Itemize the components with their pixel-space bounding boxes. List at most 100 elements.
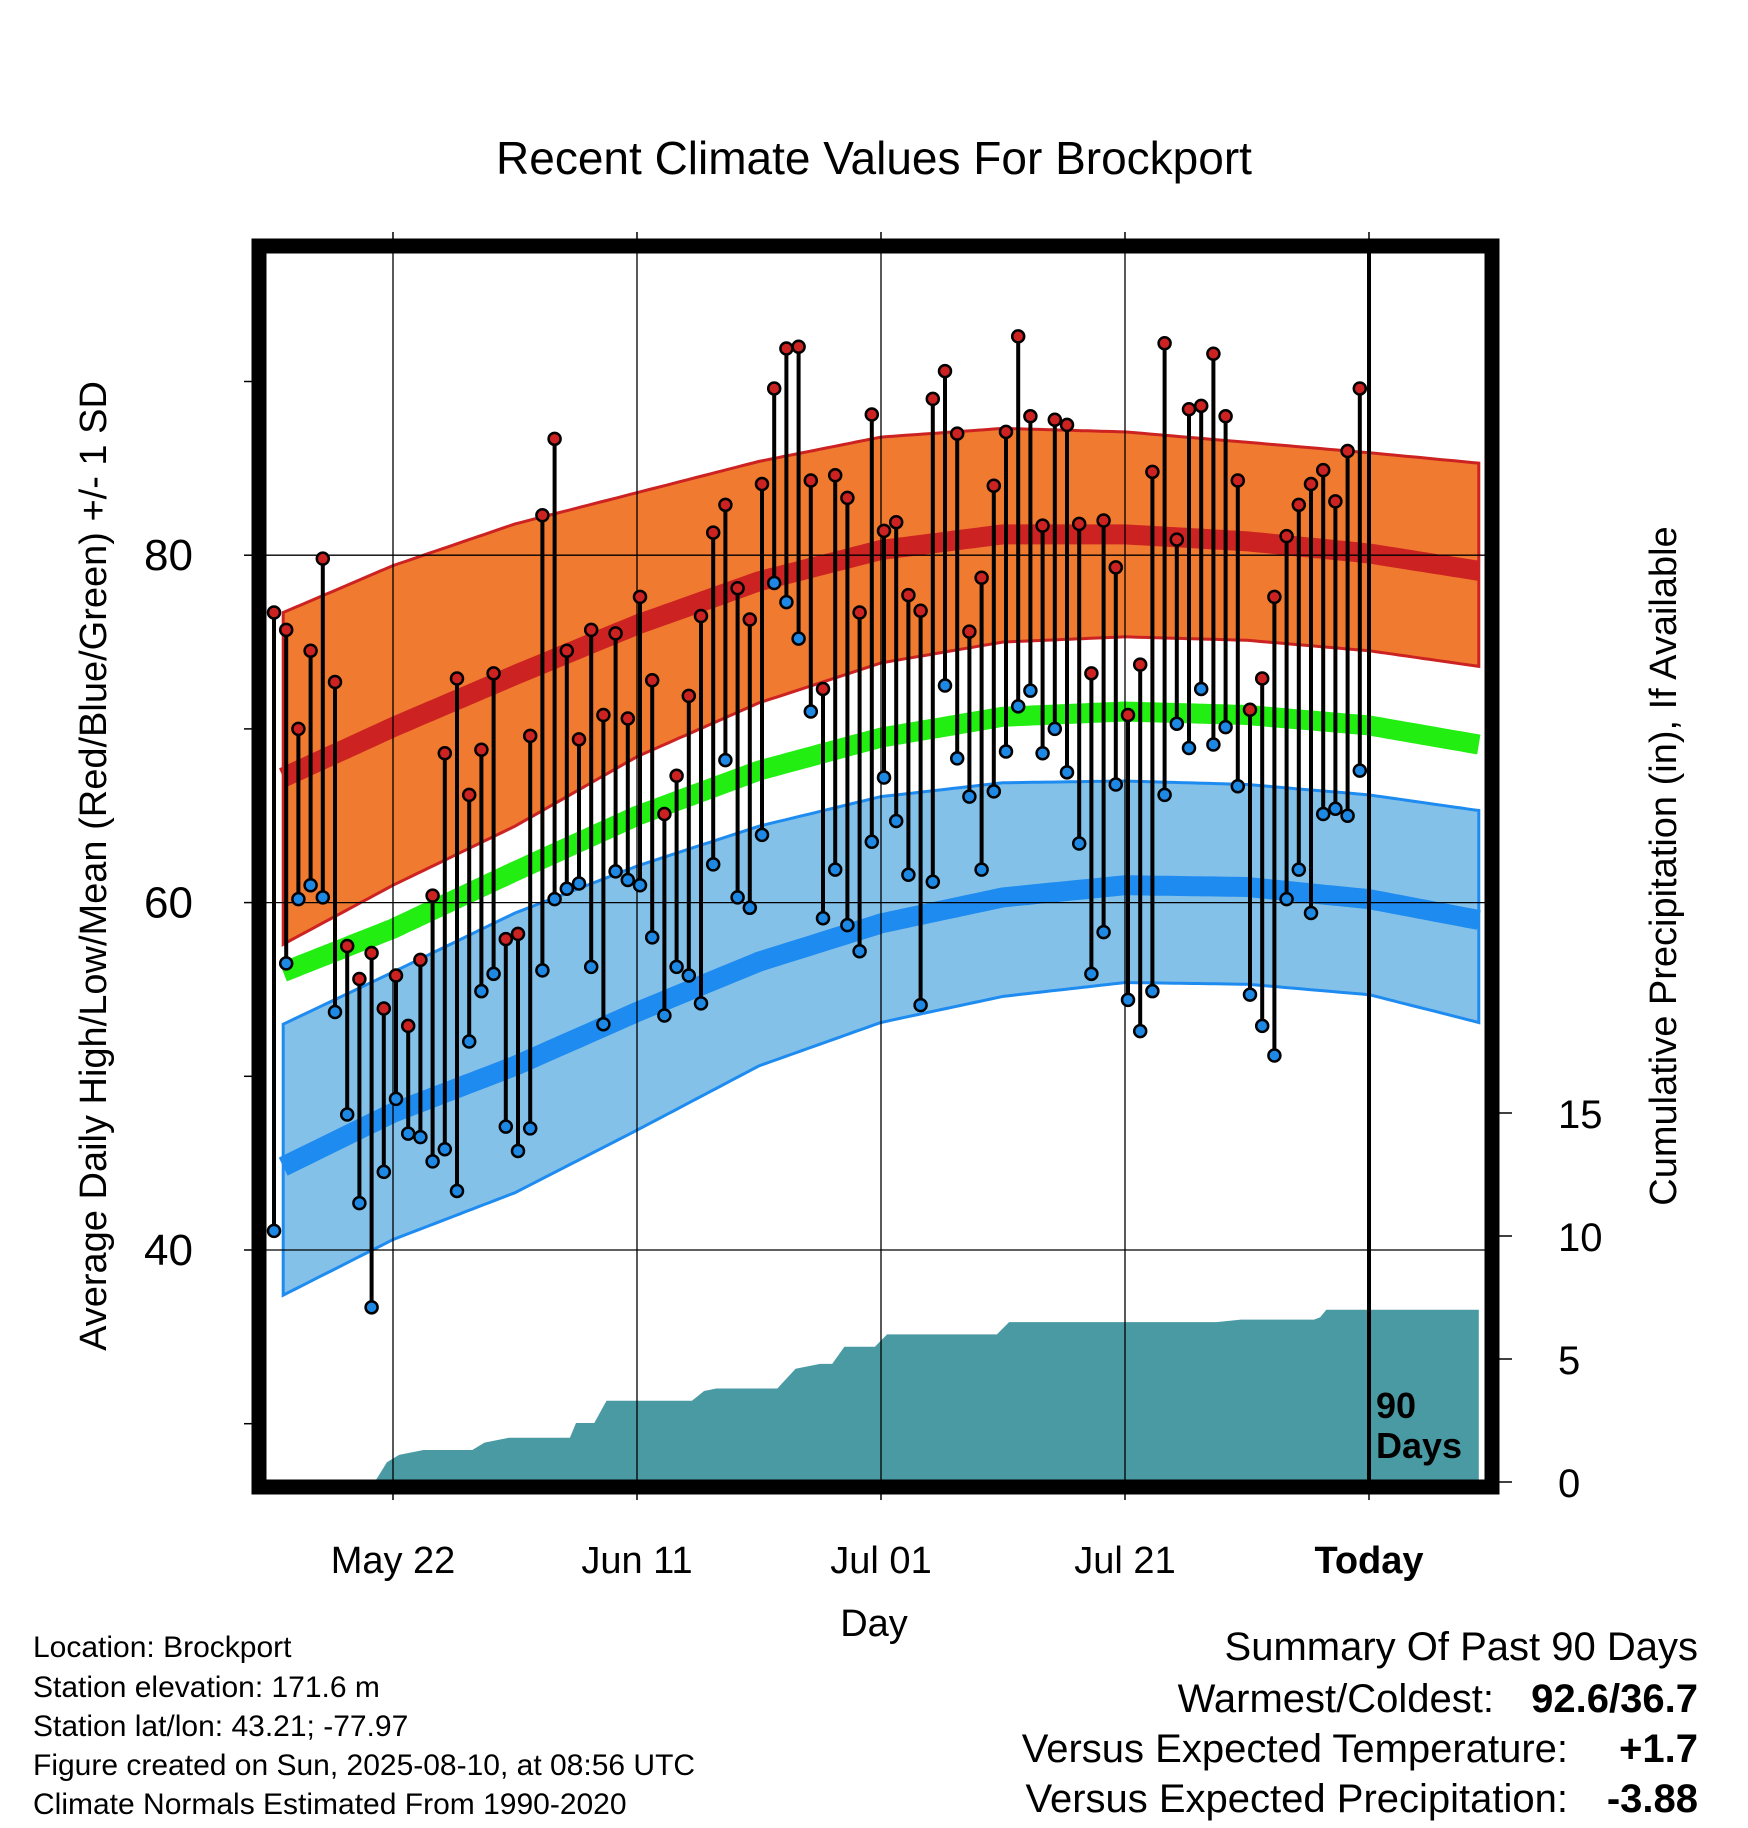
daily-high-point xyxy=(583,622,599,638)
daily-low-point xyxy=(339,1107,355,1122)
daily-low-point xyxy=(754,827,770,843)
daily-low-point xyxy=(779,594,794,610)
daily-low-point xyxy=(1230,778,1246,794)
daily-low-point xyxy=(291,891,306,907)
precip-tick-label: 5 xyxy=(1558,1339,1580,1383)
daily-low-point xyxy=(413,1129,428,1145)
daily-low-point xyxy=(364,1300,379,1315)
daily-low-point xyxy=(498,1119,514,1134)
daily-high-point xyxy=(376,1001,392,1016)
daily-high-point xyxy=(291,721,306,737)
daily-low-point xyxy=(1193,681,1209,697)
daily-high-point xyxy=(510,926,526,942)
daily-high-point xyxy=(876,523,892,539)
daily-high-point xyxy=(1230,473,1246,488)
daily-high-point xyxy=(1315,462,1331,478)
precip-departure-label: Versus Expected Precipitation: xyxy=(1025,1777,1568,1821)
daily-low-point xyxy=(1096,924,1111,940)
daily-low-point xyxy=(1340,808,1355,823)
daily-high-point xyxy=(1218,408,1233,424)
daily-low-point xyxy=(278,956,294,971)
daily-high-point xyxy=(352,971,367,987)
daily-high-point xyxy=(693,608,709,624)
daily-low-point xyxy=(388,1091,404,1107)
daily-high-point xyxy=(937,363,953,379)
precip-tick-label: 0 xyxy=(1558,1462,1580,1506)
daily-high-point xyxy=(1132,657,1148,672)
daily-high-point xyxy=(791,339,806,355)
daily-high-point xyxy=(632,589,648,605)
summary-panel: Summary Of Past 90 Days Warmest/Coldest:… xyxy=(1022,1625,1698,1821)
daily-low-point xyxy=(986,784,1002,799)
daily-high-point xyxy=(413,952,428,968)
daily-low-point xyxy=(510,1143,526,1159)
daily-high-point xyxy=(547,431,562,447)
y-axis-label-right: Cumulative Precipitation (in), If Availa… xyxy=(1643,526,1685,1205)
daily-high-point xyxy=(1010,329,1026,344)
daily-low-point xyxy=(522,1121,538,1136)
daily-high-point xyxy=(303,643,318,658)
daily-low-point xyxy=(266,1223,282,1239)
y-tick-label: 60 xyxy=(144,879,193,928)
daily-low-point xyxy=(559,881,575,896)
precip-tick-label: 15 xyxy=(1558,1093,1603,1137)
daily-low-point xyxy=(1059,765,1075,780)
daily-high-point xyxy=(400,1018,416,1034)
daily-high-point xyxy=(1328,494,1343,509)
daily-high-point xyxy=(1096,513,1111,528)
daily-high-point xyxy=(974,570,989,586)
daily-high-point xyxy=(486,666,501,681)
daily-low-point xyxy=(1279,891,1294,907)
daily-high-point xyxy=(1169,532,1185,547)
x-tick-label: Jul 21 xyxy=(1074,1540,1175,1582)
warmest-coldest-label: Warmest/Coldest: xyxy=(1178,1677,1494,1721)
daily-low-point xyxy=(1242,987,1258,1002)
daily-high-point xyxy=(779,341,794,356)
daily-high-point xyxy=(730,580,745,596)
daily-low-point xyxy=(327,1004,343,1020)
daily-high-point xyxy=(1071,516,1087,532)
daily-low-point xyxy=(791,631,806,646)
daily-low-point xyxy=(1181,740,1197,756)
daily-high-point xyxy=(474,742,489,757)
daily-high-point xyxy=(1352,381,1368,396)
daily-low-point xyxy=(644,930,660,945)
daily-low-point xyxy=(437,1142,453,1157)
daily-high-low-bars xyxy=(266,329,1368,1315)
daily-high-point xyxy=(449,671,465,686)
daily-low-point xyxy=(1010,699,1026,714)
daily-low-point xyxy=(449,1183,465,1199)
x-tick-label: May 22 xyxy=(331,1540,456,1582)
daily-low-point xyxy=(974,862,989,877)
daily-low-point xyxy=(303,877,318,893)
daily-high-point xyxy=(840,490,855,506)
today-days-label: 90 Days xyxy=(1376,1385,1462,1466)
daily-high-point xyxy=(1047,412,1063,427)
daily-high-point xyxy=(1108,560,1124,575)
daily-low-point xyxy=(742,900,758,916)
daily-low-point xyxy=(596,1016,611,1032)
x-tick-label: Jun 11 xyxy=(581,1540,692,1582)
daily-high-point xyxy=(766,381,782,396)
daily-low-point xyxy=(608,864,623,879)
daily-low-point xyxy=(803,704,819,719)
daily-high-point xyxy=(754,476,770,492)
daily-low-point xyxy=(657,1008,672,1023)
daily-high-point xyxy=(339,938,355,954)
plot-area xyxy=(266,253,1485,1482)
daily-low-point xyxy=(1352,763,1368,778)
daily-high-point xyxy=(1254,671,1270,686)
daily-low-point xyxy=(1035,745,1050,761)
daily-high-point xyxy=(1267,589,1282,605)
y-axis-label-left: Average Daily High/Low/Mean (Red/Blue/Gr… xyxy=(73,381,115,1351)
daily-high-point xyxy=(888,514,904,530)
summary-title: Summary Of Past 90 Days xyxy=(1225,1625,1698,1669)
y-tick-label: 40 xyxy=(144,1226,193,1275)
temp-departure-value: +1.7 xyxy=(1619,1727,1698,1771)
daily-low-point xyxy=(1120,992,1136,1008)
daily-low-point xyxy=(486,966,501,982)
daily-low-point xyxy=(1157,787,1172,803)
daily-low-point xyxy=(400,1126,416,1141)
daily-high-point xyxy=(718,497,733,513)
daily-high-point xyxy=(522,728,538,744)
